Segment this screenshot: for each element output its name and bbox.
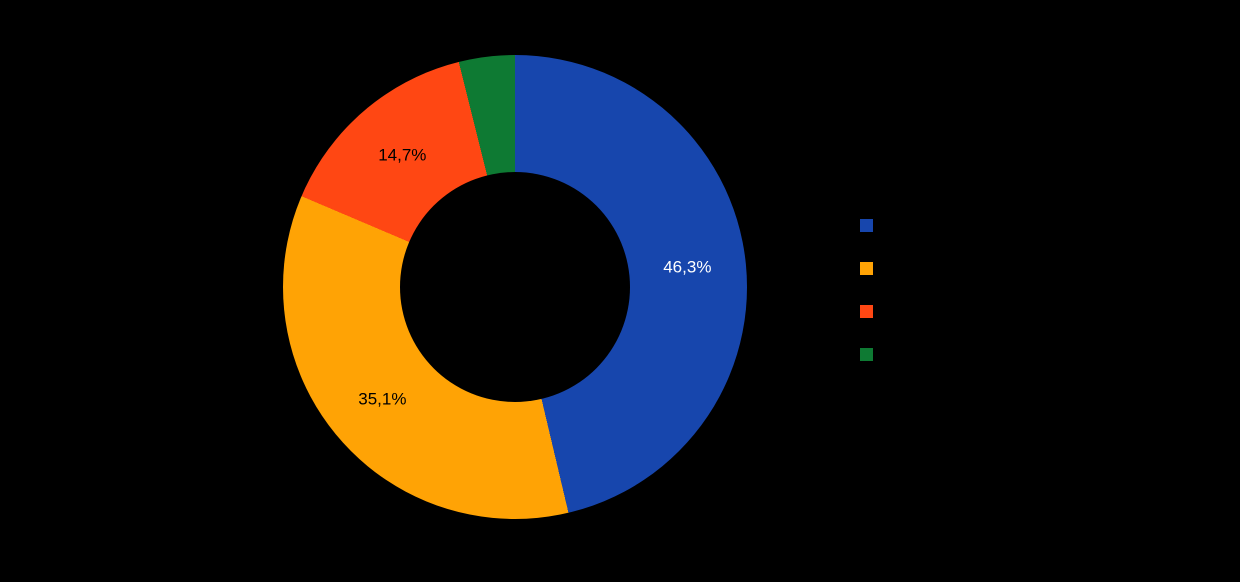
legend-item[interactable] [860,219,883,232]
legend-item[interactable] [860,262,883,275]
legend-item[interactable] [860,305,883,318]
legend-swatch-icon [860,262,873,275]
slice-label: 35,1% [358,389,407,409]
slice-label: 46,3% [663,257,712,277]
legend-swatch-icon [860,348,873,361]
donut-hole [400,172,630,402]
donut-chart: 46,3% 35,1% 14,7% [283,55,747,519]
slice-label: 14,7% [378,145,427,165]
legend [860,219,883,361]
legend-swatch-icon [860,305,873,318]
legend-swatch-icon [860,219,873,232]
legend-item[interactable] [860,348,883,361]
